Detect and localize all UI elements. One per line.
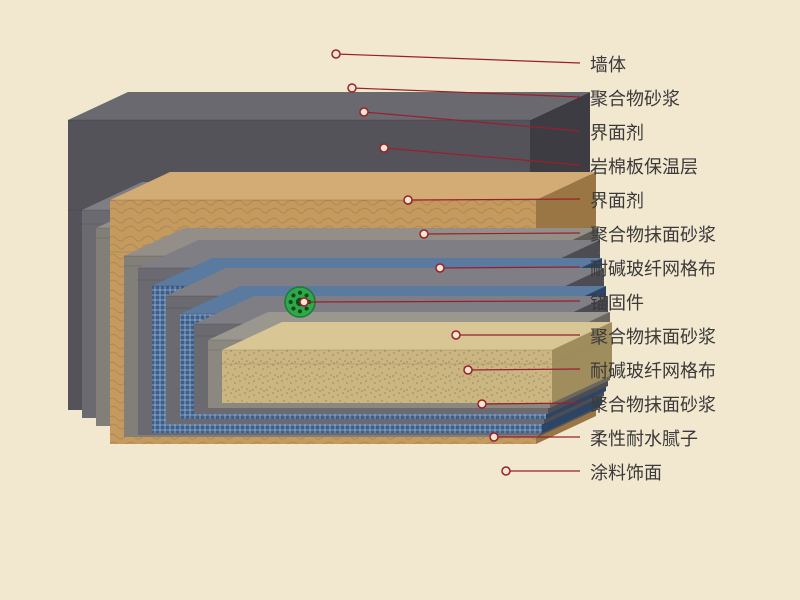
leader-dot — [436, 264, 444, 272]
layer-label-l13: 涂料饰面 — [590, 459, 662, 485]
leader-dot — [420, 230, 428, 238]
leader-dot — [478, 400, 486, 408]
leader-dot — [464, 366, 472, 374]
layer-label-l7: 耐碱玻纤网格布 — [590, 255, 716, 281]
layer-label-l3: 界面剂 — [590, 119, 644, 145]
leader-dot — [332, 50, 340, 58]
leader-dot — [502, 467, 510, 475]
layer-label-l1: 墙体 — [590, 51, 626, 77]
layer-label-l12: 柔性耐水腻子 — [590, 425, 698, 451]
layer-label-l11: 聚合物抹面砂浆 — [590, 391, 716, 417]
layer-label-l8: 锚固件 — [590, 289, 644, 315]
leader-dot — [300, 298, 308, 306]
leader-dot — [380, 144, 388, 152]
layer-label-l4: 岩棉板保温层 — [590, 153, 698, 179]
leader-dot — [348, 84, 356, 92]
wall-layers-diagram — [0, 0, 800, 600]
leader-dot — [360, 108, 368, 116]
layer-label-l6: 聚合物抹面砂浆 — [590, 221, 716, 247]
leader-dot — [452, 331, 460, 339]
layer-label-l10: 耐碱玻纤网格布 — [590, 357, 716, 383]
layer-label-l9: 聚合物抹面砂浆 — [590, 323, 716, 349]
leader-dot — [404, 196, 412, 204]
layer-label-l5: 界面剂 — [590, 187, 644, 213]
layer-label-l2: 聚合物砂浆 — [590, 85, 680, 111]
layer-coat — [222, 322, 612, 403]
leader-dot — [490, 433, 498, 441]
